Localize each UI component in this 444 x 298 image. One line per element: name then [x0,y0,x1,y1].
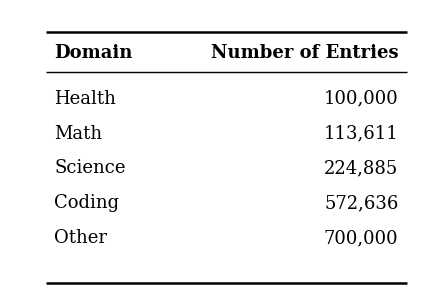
Text: Number of Entries: Number of Entries [211,44,398,62]
Text: Other: Other [54,229,107,247]
Text: 572,636: 572,636 [324,194,398,212]
Text: Coding: Coding [54,194,119,212]
Text: Health: Health [54,90,116,108]
Text: 700,000: 700,000 [324,229,398,247]
Text: Domain: Domain [54,44,133,62]
Text: 224,885: 224,885 [324,159,398,178]
Text: 113,611: 113,611 [324,125,398,143]
Text: Math: Math [54,125,103,143]
Text: Science: Science [54,159,126,178]
Text: 100,000: 100,000 [324,90,398,108]
